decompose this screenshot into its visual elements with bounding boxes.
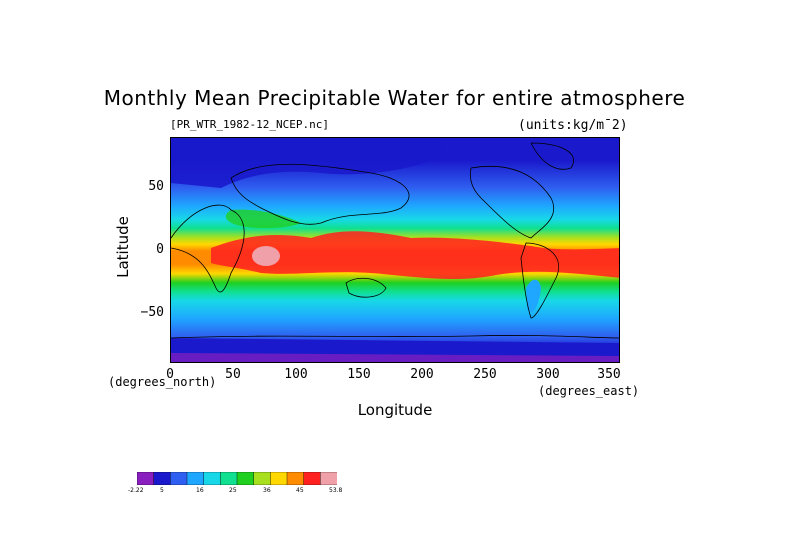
colorbar-swatch [286, 472, 305, 485]
x-tick-350: 350 [597, 367, 621, 382]
map-title: Monthly Mean Precipitable Water for enti… [103, 86, 686, 110]
australia-coast [345, 277, 387, 298]
x-tick-300: 300 [536, 367, 560, 382]
colorbar-label: 16 [196, 487, 204, 494]
colorbar-label: 25 [229, 487, 237, 494]
colorbar-swatch [253, 472, 271, 485]
colorbar-swatch [270, 472, 288, 485]
units-label: (units:kg/m¯2) [518, 118, 628, 133]
northern-dry-region [171, 138, 441, 188]
x-tick-50: 50 [225, 367, 241, 382]
antarctic-min-region [171, 353, 619, 362]
heatmap-svg [171, 138, 619, 362]
indian-ocean-peak [252, 246, 280, 266]
tropical-max-band [211, 231, 619, 279]
colorbar-swatch [153, 472, 171, 485]
south-america-coast [520, 242, 559, 319]
colorbar-swatch [220, 472, 238, 485]
greenland-coast [530, 142, 574, 170]
colorbar-swatch [236, 472, 255, 485]
x-axis-unit: (degrees_east) [538, 384, 640, 398]
colorbar-label: 5 [160, 487, 164, 494]
x-axis-label: Longitude [357, 401, 433, 419]
north-america-coast [469, 165, 554, 239]
eurasia-coast [230, 163, 410, 225]
colorbar-swatch [303, 472, 321, 485]
precipitable-water-map [170, 137, 620, 363]
colorbar-label: 36 [263, 487, 271, 494]
antarctica-coast [171, 335, 619, 339]
colorbar-swatch [186, 472, 205, 485]
colorbar-label: 45 [296, 487, 304, 494]
africa-coast [171, 204, 245, 293]
y-tick-0: 0 [156, 242, 164, 257]
colorbar-swatch [203, 472, 221, 485]
sahara-region [225, 209, 301, 229]
y-tick-50: 50 [148, 179, 164, 194]
colorbar-swatch [320, 472, 337, 485]
colorbar-swatch [170, 472, 188, 485]
colorbar [137, 472, 337, 485]
x-tick-0: 0 [166, 367, 174, 382]
x-tick-100: 100 [284, 367, 308, 382]
colorbar-label: -2.22 [128, 487, 144, 494]
x-tick-150: 150 [347, 367, 371, 382]
file-label: [PR_WTR_1982-12_NCEP.nc] [170, 118, 329, 131]
y-tick-minus50: −50 [140, 305, 164, 320]
y-axis-unit: (degrees_north) [108, 375, 217, 389]
colorbar-swatch [137, 472, 155, 485]
x-tick-200: 200 [410, 367, 434, 382]
colorbar-label: 53.8 [329, 487, 343, 494]
andes-region [526, 279, 541, 312]
coastlines [171, 142, 619, 339]
x-tick-250: 250 [473, 367, 497, 382]
y-axis-label: Latitude [114, 216, 132, 278]
